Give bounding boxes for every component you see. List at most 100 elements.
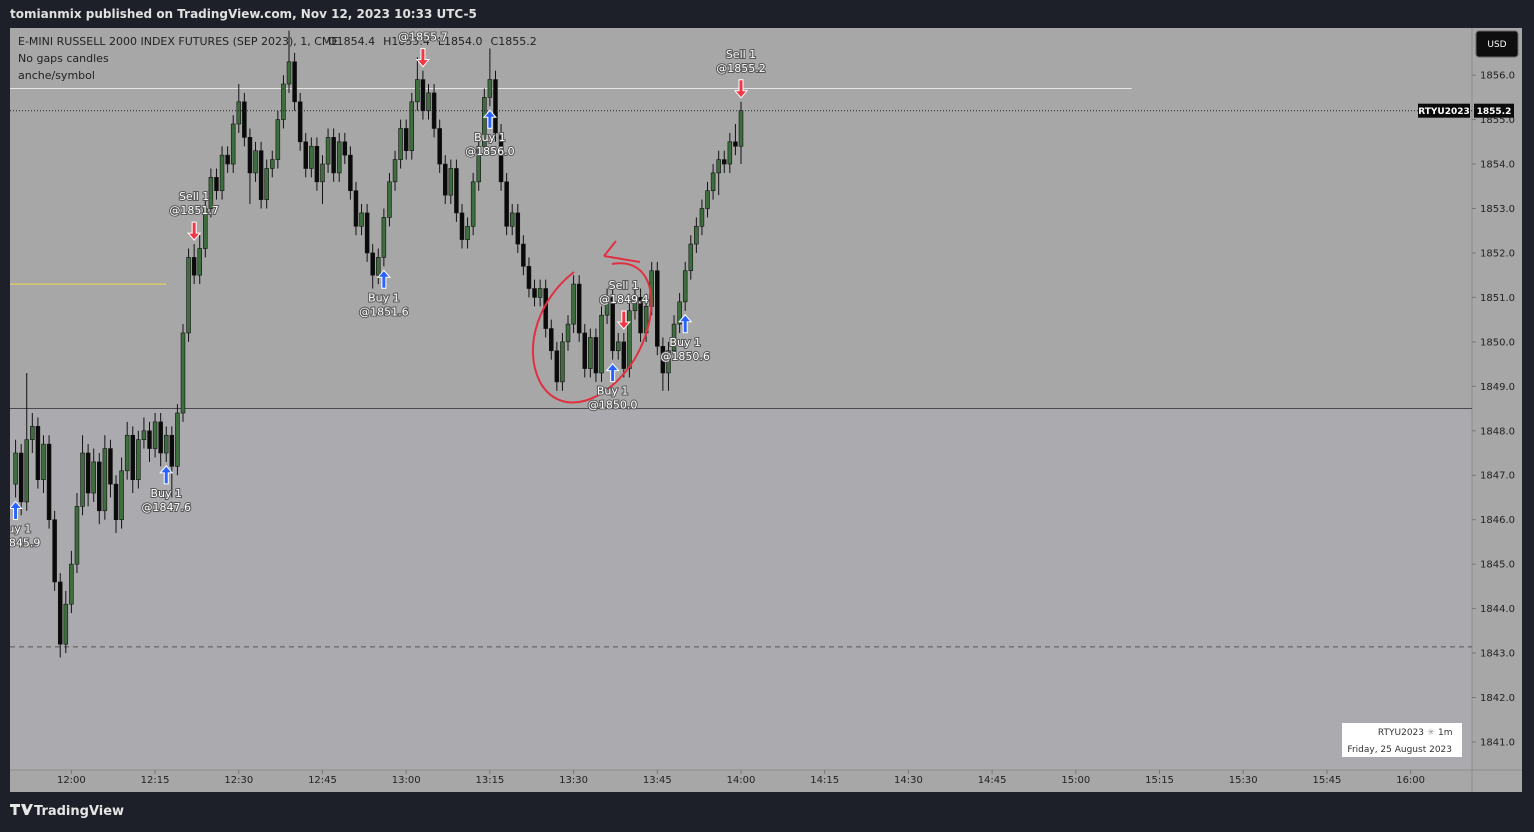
candle-body — [627, 310, 632, 369]
y-tick-label: 1844.0 — [1480, 604, 1515, 615]
candle-body — [604, 297, 610, 316]
info-icon: ✳ — [1427, 728, 1435, 738]
trade-label: Buy 1 — [597, 385, 629, 398]
y-tick-label: 1849.0 — [1480, 382, 1515, 393]
candle-body — [325, 137, 331, 165]
candle-body — [309, 145, 314, 169]
candle-body — [97, 461, 102, 512]
candle-body — [582, 332, 588, 369]
currency-button[interactable] — [1475, 30, 1519, 58]
annotation-circle — [531, 262, 653, 404]
buy-arrow — [10, 500, 23, 520]
candle-body — [498, 132, 504, 183]
trade-label: Buy 1 — [368, 291, 400, 304]
trade-label: Sell 1 — [726, 48, 756, 61]
trade-label: Sell 1 — [408, 17, 438, 30]
x-tick-label: 12:00 — [57, 775, 86, 786]
candle-body — [57, 581, 63, 645]
buy-arrow — [678, 313, 693, 334]
candle-body — [521, 243, 526, 267]
candle-body — [431, 92, 437, 129]
plot-lower — [10, 408, 1472, 770]
x-tick-label: 13:00 — [392, 775, 421, 786]
trade-label: Buy 1 — [669, 336, 701, 349]
candle-body — [292, 61, 297, 103]
candle-body — [415, 79, 420, 103]
candle-body — [487, 79, 493, 98]
symbol-tag — [1418, 103, 1470, 118]
candle-body — [666, 350, 671, 374]
candle-body — [297, 101, 303, 143]
candle-body — [336, 141, 342, 174]
candle-body — [610, 297, 615, 352]
trade-price: @1850.0 — [588, 399, 638, 412]
sell-arrow — [415, 48, 431, 68]
candle-body — [677, 301, 682, 325]
candle-body — [314, 145, 320, 183]
x-tick-label: 12:15 — [141, 775, 170, 786]
candle-body — [119, 470, 124, 521]
candle-body — [163, 434, 169, 454]
candle-body — [303, 141, 309, 169]
candle-body — [35, 426, 41, 480]
price-tag — [1474, 103, 1514, 118]
candle-body — [632, 297, 638, 312]
candle-body — [694, 225, 699, 245]
brand-name[interactable]: TradingView — [34, 804, 124, 819]
x-tick-label: 14:00 — [727, 775, 756, 786]
y-tick-label: 1843.0 — [1480, 649, 1515, 660]
candle-body — [208, 177, 214, 209]
buy-arrow — [159, 465, 174, 485]
candle-body — [671, 323, 677, 352]
candle-body — [420, 79, 426, 111]
info-box — [1342, 723, 1462, 757]
candle-body — [554, 350, 560, 383]
candle-body — [716, 159, 721, 174]
candle-body — [571, 283, 576, 325]
candle-body — [615, 341, 621, 352]
candle-body — [225, 154, 230, 165]
candle-body — [264, 168, 269, 200]
candle-body — [526, 265, 532, 289]
y-tick-label: 1850.0 — [1480, 337, 1515, 348]
y-tick-label: 1841.0 — [1480, 737, 1515, 748]
legend-ohlc-value: O1854.4 — [328, 35, 375, 48]
candle-body — [147, 430, 152, 449]
candle-body — [593, 337, 599, 374]
candle-body — [733, 141, 738, 147]
trade-label: Buy 1 — [150, 487, 182, 500]
candle-body — [80, 452, 85, 507]
trade-price: @1851.6 — [359, 305, 409, 318]
candle-body — [359, 212, 364, 227]
trade-price: @1856.0 — [465, 145, 515, 158]
x-tick-label: 14:45 — [978, 775, 1007, 786]
buy-arrow — [605, 362, 620, 383]
candle-body — [74, 506, 80, 565]
legend-ohlc-value: C1855.2 — [491, 35, 537, 48]
y-tick-label: 1846.0 — [1480, 515, 1515, 526]
candle-body — [348, 154, 353, 192]
candle-body — [655, 270, 660, 347]
trade-price: @1849.4 — [599, 293, 649, 306]
legend-note: anche/symbol — [18, 69, 95, 82]
candle-body — [85, 452, 91, 494]
candle-body — [504, 181, 509, 227]
x-tick-label: 14:30 — [894, 775, 923, 786]
candle-body — [286, 61, 292, 85]
candle-body — [197, 248, 202, 276]
sell-arrow — [616, 310, 631, 330]
candle-body — [710, 172, 716, 192]
candle-body — [102, 448, 108, 512]
currency-label[interactable]: USD — [1487, 40, 1506, 50]
candle-body — [141, 430, 147, 440]
x-tick-label: 15:30 — [1229, 775, 1258, 786]
buy-arrow — [376, 269, 391, 289]
y-tick-label: 1847.0 — [1480, 471, 1515, 482]
candle-body — [549, 328, 554, 352]
trade-price: @1855.2 — [716, 62, 766, 75]
candle-body — [342, 141, 348, 156]
y-tick-label: 1856.0 — [1480, 71, 1515, 82]
candle-body — [398, 128, 403, 160]
